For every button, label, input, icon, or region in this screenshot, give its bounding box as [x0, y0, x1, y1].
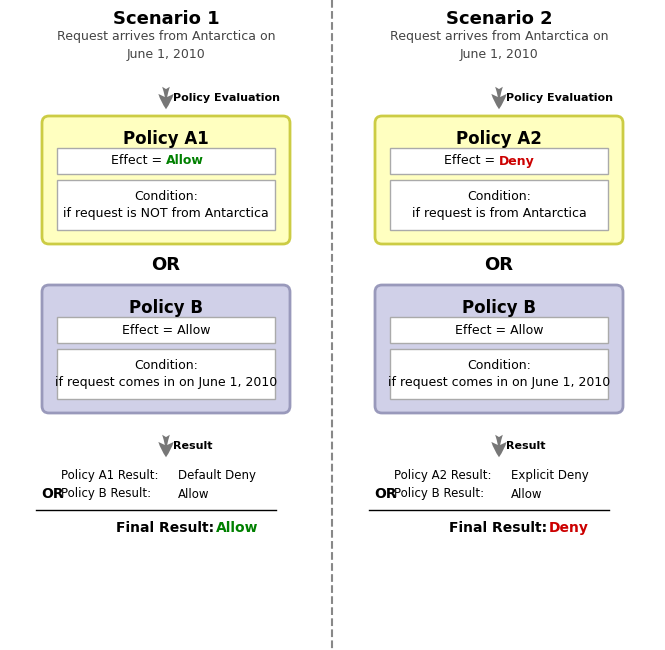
Bar: [390, 148, 608, 174]
Text: Policy B Result:: Policy B Result:: [61, 488, 151, 500]
Text: OR: OR: [41, 487, 64, 501]
Text: Policy A2: Policy A2: [456, 130, 542, 148]
Text: Policy Evaluation: Policy Evaluation: [173, 93, 280, 103]
Text: Final Result:: Final Result:: [116, 521, 214, 535]
Text: Policy B Result:: Policy B Result:: [394, 488, 484, 500]
Text: Effect =: Effect =: [111, 155, 166, 168]
Bar: [390, 317, 608, 343]
FancyBboxPatch shape: [375, 116, 623, 244]
Text: Result: Result: [506, 441, 545, 451]
Text: Allow: Allow: [511, 488, 543, 500]
Text: Result: Result: [173, 441, 213, 451]
Text: Allow: Allow: [178, 488, 209, 500]
Text: OR: OR: [485, 256, 513, 274]
Bar: [57, 317, 275, 343]
Text: Default Deny: Default Deny: [178, 469, 256, 482]
Text: Scenario 2: Scenario 2: [446, 10, 553, 28]
Text: Condition:
if request comes in on June 1, 2010: Condition: if request comes in on June 1…: [388, 359, 610, 389]
Text: Explicit Deny: Explicit Deny: [511, 469, 589, 482]
Text: Policy Evaluation: Policy Evaluation: [506, 93, 613, 103]
Bar: [57, 349, 275, 399]
Text: Request arrives from Antarctica on
June 1, 2010: Request arrives from Antarctica on June …: [390, 30, 608, 61]
Text: Policy A1 Result:: Policy A1 Result:: [61, 469, 158, 482]
Text: Condition:
if request is NOT from Antarctica: Condition: if request is NOT from Antarc…: [63, 190, 269, 220]
Text: Policy A2 Result:: Policy A2 Result:: [394, 469, 491, 482]
Text: OR: OR: [152, 256, 180, 274]
FancyBboxPatch shape: [42, 285, 290, 413]
Text: Policy A1: Policy A1: [123, 130, 209, 148]
Text: Scenario 1: Scenario 1: [112, 10, 219, 28]
Text: Request arrives from Antarctica on
June 1, 2010: Request arrives from Antarctica on June …: [57, 30, 275, 61]
Text: Effect = Allow: Effect = Allow: [455, 324, 543, 337]
Text: Policy B: Policy B: [462, 299, 536, 317]
Text: Allow: Allow: [216, 521, 259, 535]
Text: Condition:
if request comes in on June 1, 2010: Condition: if request comes in on June 1…: [55, 359, 277, 389]
Bar: [57, 180, 275, 230]
FancyBboxPatch shape: [375, 285, 623, 413]
Text: Policy B: Policy B: [129, 299, 203, 317]
Bar: [390, 180, 608, 230]
Bar: [390, 349, 608, 399]
Text: Condition:
if request is from Antarctica: Condition: if request is from Antarctica: [412, 190, 587, 220]
Text: Effect = Allow: Effect = Allow: [122, 324, 210, 337]
FancyBboxPatch shape: [42, 116, 290, 244]
Text: Deny: Deny: [549, 521, 589, 535]
Text: Allow: Allow: [166, 155, 204, 168]
Text: Final Result:: Final Result:: [449, 521, 547, 535]
Text: OR: OR: [374, 487, 396, 501]
Text: Effect =: Effect =: [444, 155, 499, 168]
Text: Deny: Deny: [499, 155, 535, 168]
Bar: [57, 148, 275, 174]
